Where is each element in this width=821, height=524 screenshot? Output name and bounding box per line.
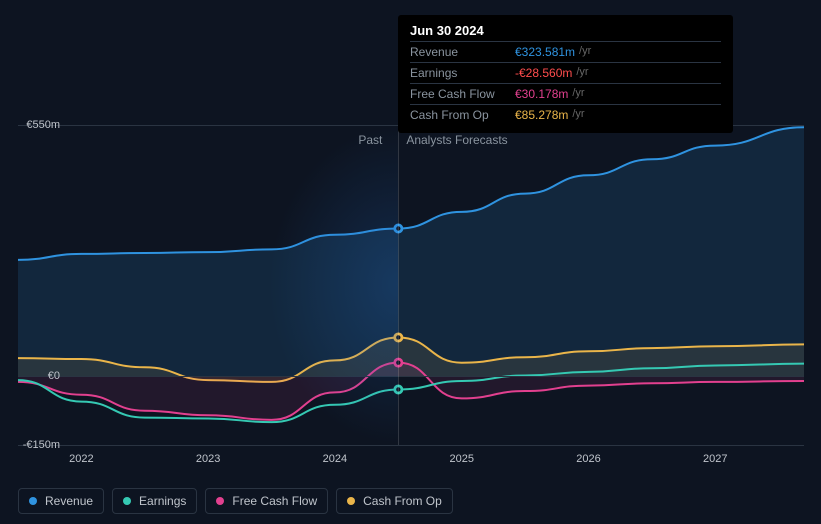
tooltip-row: Cash From Op€85.278m/yr [410, 104, 721, 125]
x-axis-label: 2027 [703, 453, 727, 465]
tooltip-row-suffix: /yr [576, 66, 588, 80]
chart-svg [18, 125, 804, 445]
x-axis-label: 2025 [449, 453, 473, 465]
forecast-label: Analysts Forecasts [406, 133, 507, 147]
grid-line [18, 376, 804, 377]
x-axis-label: 2024 [323, 453, 347, 465]
legend-item[interactable]: Revenue [18, 488, 104, 514]
tooltip-row: Free Cash Flow€30.178m/yr [410, 83, 721, 104]
tooltip-row-suffix: /yr [572, 87, 584, 101]
tooltip-row-suffix: /yr [572, 108, 584, 122]
tooltip-row: Revenue€323.581m/yr [410, 41, 721, 62]
tooltip-row-suffix: /yr [579, 45, 591, 59]
past-label: Past [358, 133, 382, 147]
tooltip-row-value: €323.581m [515, 45, 575, 59]
x-axis-label: 2023 [196, 453, 220, 465]
legend-label: Earnings [139, 494, 186, 508]
x-axis-label: 2026 [576, 453, 600, 465]
y-axis-label: €0 [48, 370, 60, 382]
y-axis-label: €550m [26, 119, 60, 131]
tooltip-row-value: €85.278m [515, 108, 568, 122]
tooltip-row-label: Earnings [410, 66, 515, 80]
grid-line [18, 445, 804, 446]
legend-item[interactable]: Free Cash Flow [205, 488, 328, 514]
chart-area: €550m€0-€150m202220232024202520262027Pas… [18, 125, 804, 445]
tooltip-row-value: -€28.560m [515, 66, 572, 80]
legend-label: Free Cash Flow [232, 494, 317, 508]
tooltip-row-label: Revenue [410, 45, 515, 59]
chart-legend: Revenue Earnings Free Cash Flow Cash From O… [18, 488, 453, 514]
tooltip-row-value: €30.178m [515, 87, 568, 101]
tooltip-row-label: Free Cash Flow [410, 87, 515, 101]
legend-item[interactable]: Earnings [112, 488, 197, 514]
divider-line [398, 125, 399, 445]
legend-dot [216, 497, 224, 505]
y-axis-label: -€150m [23, 439, 60, 451]
legend-label: Revenue [45, 494, 93, 508]
legend-item[interactable]: Cash From Op [336, 488, 453, 514]
legend-dot [29, 497, 37, 505]
x-axis-label: 2022 [69, 453, 93, 465]
legend-label: Cash From Op [363, 494, 442, 508]
legend-dot [347, 497, 355, 505]
tooltip-title: Jun 30 2024 [410, 23, 721, 41]
chart-tooltip: Jun 30 2024 Revenue€323.581m/yrEarnings-… [398, 15, 733, 133]
legend-dot [123, 497, 131, 505]
tooltip-row: Earnings-€28.560m/yr [410, 62, 721, 83]
tooltip-row-label: Cash From Op [410, 108, 515, 122]
